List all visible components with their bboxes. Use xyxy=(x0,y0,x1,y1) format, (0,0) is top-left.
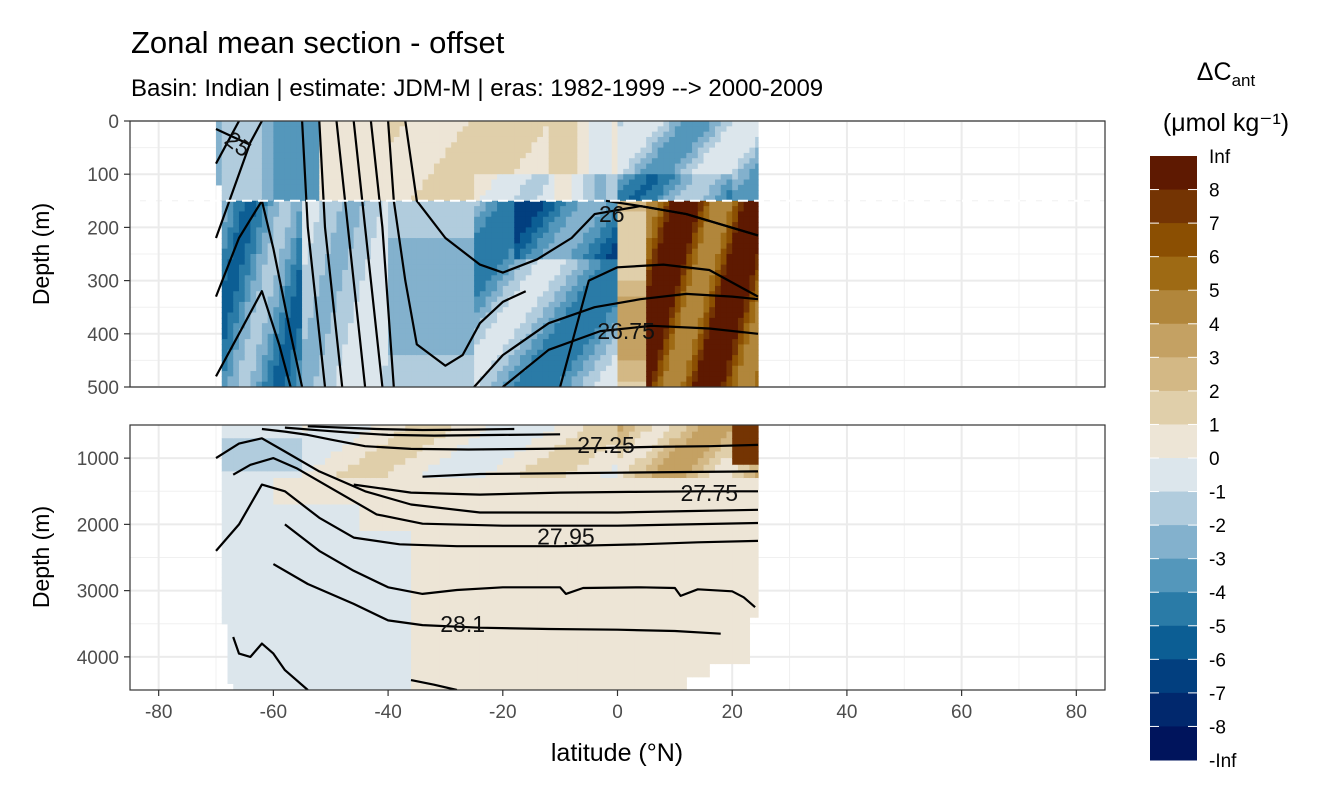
x-tick-label: 20 xyxy=(722,702,743,723)
legend-break-label: 7 xyxy=(1209,214,1220,235)
legend-swatch xyxy=(1150,357,1197,392)
bottom-panel xyxy=(129,424,1106,691)
legend-swatch xyxy=(1150,491,1197,526)
legend-break-label: 3 xyxy=(1209,348,1220,369)
y-tick-label: 2000 xyxy=(77,515,119,536)
isopycnal-label: 28.1 xyxy=(440,611,485,637)
legend-break-label: 5 xyxy=(1209,281,1220,302)
x-tick-label: -60 xyxy=(260,702,287,723)
bottom-y-axis-label: Depth (m) xyxy=(28,506,54,608)
y-tick-label: 4000 xyxy=(77,648,119,669)
y-tick-label: 100 xyxy=(87,165,119,186)
isopycnal-label: 27.75 xyxy=(680,480,738,506)
y-tick-label: 3000 xyxy=(77,582,119,603)
legend-swatch xyxy=(1150,625,1197,660)
legend-unit: (μmol kg⁻¹) xyxy=(1163,109,1289,137)
chart-title: Zonal mean section - offset xyxy=(131,25,505,60)
chart-subtitle: Basin: Indian | estimate: JDM-M | eras: … xyxy=(131,75,824,102)
legend-swatch xyxy=(1150,659,1197,694)
legend-swatch xyxy=(1150,424,1197,459)
y-tick-label: 300 xyxy=(87,272,119,293)
legend-break-label: Inf xyxy=(1209,147,1231,168)
x-tick-label: -20 xyxy=(489,702,516,723)
legend-break-label: 1 xyxy=(1209,415,1220,436)
legend-break-label: 6 xyxy=(1209,248,1220,269)
x-axis-label: latitude (°N) xyxy=(551,739,683,767)
legend-break-label: -5 xyxy=(1209,617,1226,638)
legend-swatch xyxy=(1150,692,1197,727)
top-panel-fill xyxy=(216,121,759,387)
legend-swatch xyxy=(1150,525,1197,560)
legend-title: ΔCant xyxy=(1197,58,1256,90)
legend-swatch xyxy=(1150,323,1197,358)
y-tick-label: 400 xyxy=(87,325,119,346)
x-tick-label: 0 xyxy=(612,702,623,723)
legend-swatch xyxy=(1150,189,1197,224)
y-tick-label: 0 xyxy=(108,112,119,133)
x-tick-label: 60 xyxy=(951,702,972,723)
legend-swatch xyxy=(1150,726,1197,761)
x-tick-label: -40 xyxy=(374,702,401,723)
legend-break-label: -3 xyxy=(1209,550,1226,571)
legend-swatch xyxy=(1150,458,1197,493)
legend-swatch xyxy=(1150,290,1197,325)
bottom-panel-isopycnals xyxy=(215,425,759,690)
legend-break-label: 8 xyxy=(1209,181,1220,202)
legend-break-label: 2 xyxy=(1209,382,1220,403)
y-tick-label: 1000 xyxy=(77,449,119,470)
legend-break-label: -7 xyxy=(1209,684,1226,705)
legend: ΔCant (μmol kg⁻¹) Inf 8 7 6 5 4 3 2 1 0 -1 -2 -3 -4 -5… xyxy=(1150,58,1289,772)
legend-break-label: 0 xyxy=(1209,449,1220,470)
legend-swatch xyxy=(1150,223,1197,258)
top-panel xyxy=(129,120,1106,388)
legend-swatch xyxy=(1150,558,1197,593)
isopycnal-label: 27.95 xyxy=(537,523,595,549)
isopycnal-label: 26.75 xyxy=(597,318,655,344)
top-y-ticks: 0 100 200 300 400 500 xyxy=(87,112,130,399)
legend-break-label: 4 xyxy=(1209,315,1220,336)
bottom-panel-fill xyxy=(221,425,759,690)
legend-break-label: -4 xyxy=(1209,583,1226,604)
x-tick-label: 80 xyxy=(1066,702,1087,723)
y-tick-label: 500 xyxy=(87,378,119,399)
top-panel-isopycnals xyxy=(214,121,759,387)
x-ticks: -80 -60 -40 -20 0 20 40 60 80 xyxy=(145,690,1087,723)
isopycnal-label: 26 xyxy=(599,201,625,227)
legend-break-label: -Inf xyxy=(1209,751,1237,772)
legend-swatch xyxy=(1150,390,1197,425)
legend-break-label: -2 xyxy=(1209,516,1226,537)
legend-break-label: -1 xyxy=(1209,483,1226,504)
legend-break-label: -8 xyxy=(1209,717,1226,738)
isopycnal-label: 27.25 xyxy=(577,432,635,458)
y-tick-label: 200 xyxy=(87,218,119,239)
legend-ticks: Inf 8 7 6 5 4 3 2 1 0 -1 -2 -3 -4 -5 -6 -7 -8 -Inf xyxy=(1150,147,1237,772)
legend-swatch xyxy=(1150,156,1197,191)
legend-swatch xyxy=(1150,256,1197,291)
x-tick-label: -80 xyxy=(145,702,172,723)
legend-swatch xyxy=(1150,592,1197,627)
top-y-axis-label: Depth (m) xyxy=(28,203,54,305)
legend-break-label: -6 xyxy=(1209,650,1226,671)
bottom-y-ticks: 1000 2000 3000 4000 xyxy=(77,449,130,669)
legend-colorbar xyxy=(1150,156,1197,761)
x-tick-label: 40 xyxy=(836,702,857,723)
